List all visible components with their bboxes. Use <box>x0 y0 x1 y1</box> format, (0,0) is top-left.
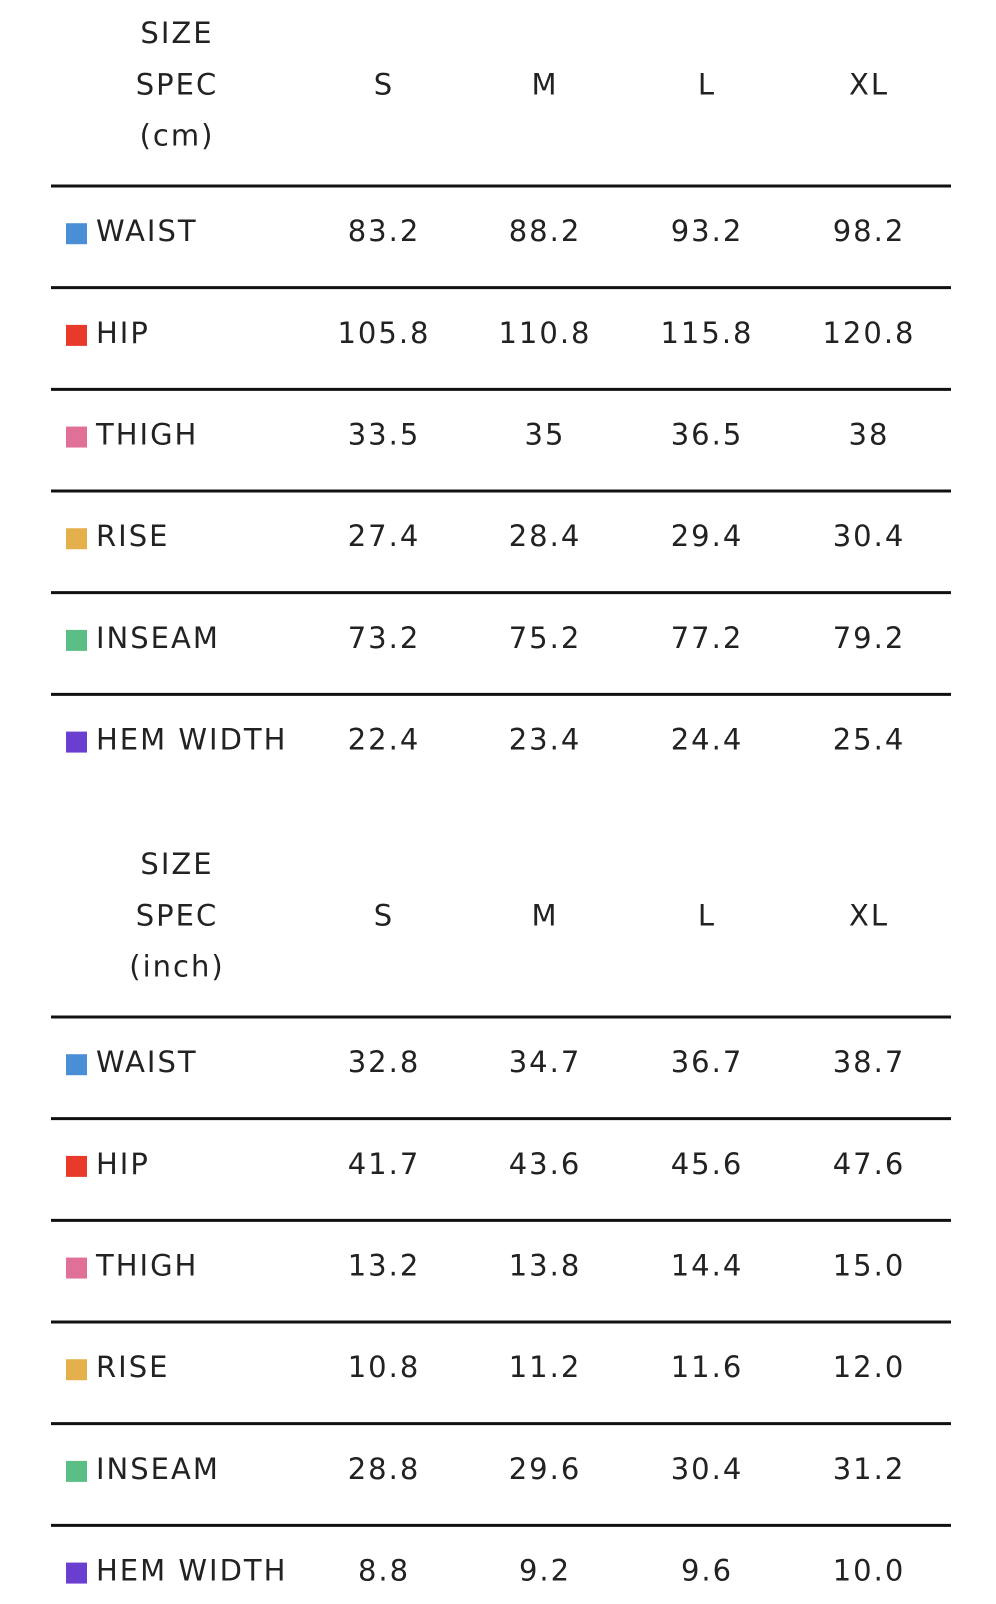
cell-value: 28.4 <box>509 519 582 553</box>
header-line: (cm) <box>140 119 215 153</box>
cell-value: 36.7 <box>671 1045 744 1079</box>
column-header: S <box>374 898 394 932</box>
cell-value: 15.0 <box>833 1249 906 1283</box>
cell-value: 10.8 <box>348 1350 421 1384</box>
row-label: HIP <box>96 316 150 350</box>
cell-value: 41.7 <box>348 1147 421 1181</box>
cell-value: 73.2 <box>348 621 421 655</box>
cell-value: 35 <box>525 418 566 452</box>
column-header: L <box>698 898 716 932</box>
row-label: HEM WIDTH <box>96 1554 287 1588</box>
column-header: S <box>374 67 394 101</box>
color-swatch <box>66 1155 87 1177</box>
row-label: INSEAM <box>96 1452 220 1486</box>
cell-value: 93.2 <box>671 214 744 248</box>
cell-value: 22.4 <box>348 723 421 757</box>
color-swatch <box>66 426 87 448</box>
cell-value: 38 <box>849 418 890 452</box>
cell-value: 88.2 <box>509 214 582 248</box>
color-swatch <box>66 1054 87 1076</box>
cell-value: 27.4 <box>348 519 421 553</box>
cell-value: 34.7 <box>509 1045 582 1079</box>
row-label: RISE <box>96 519 169 553</box>
row-label: HEM WIDTH <box>96 723 287 757</box>
row-label: WAIST <box>96 1045 198 1079</box>
cell-value: 23.4 <box>509 723 582 757</box>
color-swatch <box>66 1562 87 1584</box>
cell-value: 8.8 <box>358 1554 410 1588</box>
cell-value: 105.8 <box>337 316 430 350</box>
cell-value: 115.8 <box>660 316 753 350</box>
cell-value: 11.2 <box>509 1350 582 1384</box>
color-swatch <box>66 324 87 346</box>
cell-value: 43.6 <box>509 1147 582 1181</box>
row-label: THIGH <box>95 418 198 452</box>
cell-value: 30.4 <box>833 519 906 553</box>
cell-value: 33.5 <box>348 418 421 452</box>
cell-value: 45.6 <box>671 1147 744 1181</box>
column-header: M <box>531 67 558 101</box>
color-swatch <box>66 629 87 651</box>
cell-value: 110.8 <box>498 316 591 350</box>
cell-value: 36.5 <box>671 418 744 452</box>
cell-value: 29.4 <box>671 519 744 553</box>
color-swatch <box>66 1460 87 1482</box>
cell-value: 24.4 <box>671 723 744 757</box>
cell-value: 75.2 <box>509 621 582 655</box>
column-header: XL <box>849 898 889 932</box>
cell-value: 25.4 <box>833 723 906 757</box>
cell-value: 77.2 <box>671 621 744 655</box>
color-swatch <box>66 1257 87 1279</box>
color-swatch <box>66 731 87 753</box>
cell-value: 12.0 <box>833 1350 906 1384</box>
header-line: SIZE <box>140 847 213 881</box>
cell-value: 98.2 <box>833 214 906 248</box>
column-header: XL <box>849 67 889 101</box>
cell-value: 9.2 <box>519 1554 571 1588</box>
color-swatch <box>66 1359 87 1381</box>
cell-value: 32.8 <box>348 1045 421 1079</box>
cell-value: 13.2 <box>348 1249 421 1283</box>
header-line: (inch) <box>129 950 224 984</box>
cell-value: 10.0 <box>833 1554 906 1588</box>
cell-value: 79.2 <box>833 621 906 655</box>
cell-value: 14.4 <box>671 1249 744 1283</box>
cell-value: 38.7 <box>833 1045 906 1079</box>
row-label: WAIST <box>96 214 198 248</box>
cell-value: 13.8 <box>509 1249 582 1283</box>
cell-value: 31.2 <box>833 1452 906 1486</box>
cell-value: 30.4 <box>671 1452 744 1486</box>
cell-value: 29.6 <box>509 1452 582 1486</box>
cell-value: 11.6 <box>671 1350 744 1384</box>
row-label: INSEAM <box>96 621 220 655</box>
row-label: RISE <box>96 1350 169 1384</box>
row-label: THIGH <box>95 1249 198 1283</box>
color-swatch <box>66 223 87 245</box>
cell-value: 28.8 <box>348 1452 421 1486</box>
row-label: HIP <box>96 1147 150 1181</box>
cell-value: 120.8 <box>822 316 915 350</box>
column-header: L <box>698 67 716 101</box>
cell-value: 83.2 <box>348 214 421 248</box>
header-line: SIZE <box>140 16 213 50</box>
color-swatch <box>66 528 87 550</box>
header-line: SPEC <box>136 898 218 932</box>
header-line: SPEC <box>136 67 218 101</box>
column-header: M <box>531 898 558 932</box>
cell-value: 47.6 <box>833 1147 906 1181</box>
cell-value: 9.6 <box>681 1554 733 1588</box>
